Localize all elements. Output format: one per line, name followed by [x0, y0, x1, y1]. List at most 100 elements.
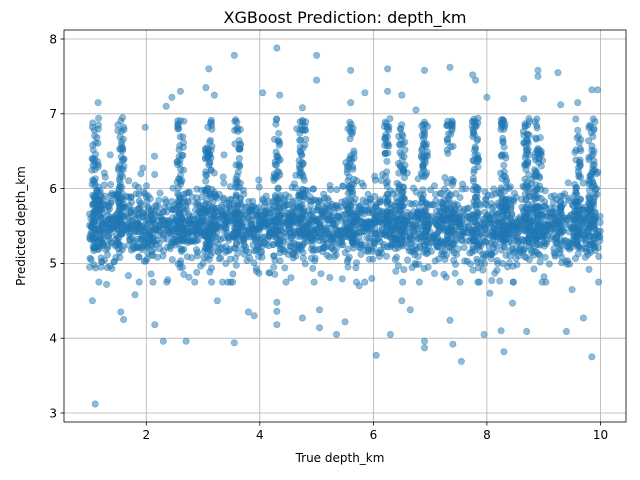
data-point: [397, 136, 405, 144]
data-point: [444, 211, 452, 219]
data-point: [250, 259, 258, 267]
data-point: [273, 173, 281, 181]
data-point: [213, 235, 221, 243]
data-point: [355, 282, 363, 290]
data-point: [298, 208, 306, 216]
data-point: [334, 213, 342, 221]
data-point: [399, 278, 407, 286]
data-point: [596, 219, 604, 227]
data-point: [159, 337, 167, 345]
data-point: [409, 184, 417, 192]
data-point: [153, 236, 161, 244]
data-point: [384, 87, 392, 95]
data-point: [418, 147, 426, 155]
data-point: [562, 258, 570, 266]
data-point: [534, 148, 542, 156]
data-point: [372, 351, 380, 359]
data-point: [350, 241, 358, 249]
data-point: [116, 254, 124, 262]
data-point: [410, 251, 418, 259]
data-point: [533, 241, 541, 249]
data-point: [199, 259, 207, 267]
data-point: [521, 226, 529, 234]
data-point: [187, 237, 195, 245]
data-point: [93, 233, 101, 241]
y-axis-label: Predicted depth_km: [14, 166, 28, 286]
data-point: [585, 156, 593, 164]
data-point: [178, 215, 186, 223]
data-point: [101, 192, 109, 200]
data-point: [128, 206, 136, 214]
data-point: [315, 196, 323, 204]
data-point: [141, 190, 149, 198]
data-point: [273, 321, 281, 329]
data-point: [296, 191, 304, 199]
data-point: [124, 272, 132, 280]
data-point: [572, 189, 580, 197]
data-point: [131, 291, 139, 299]
data-point: [502, 224, 510, 232]
data-point: [420, 344, 428, 352]
data-point: [574, 99, 582, 107]
data-point: [182, 337, 190, 345]
data-point: [91, 217, 99, 225]
data-point: [386, 243, 394, 251]
data-point: [214, 216, 222, 224]
data-point: [207, 251, 215, 259]
data-point: [550, 214, 558, 222]
data-point: [500, 244, 508, 252]
data-point: [361, 278, 369, 286]
data-point: [414, 208, 422, 216]
data-point: [208, 203, 216, 211]
data-point: [233, 207, 241, 215]
data-point: [568, 286, 576, 294]
data-point: [408, 235, 416, 243]
data-point: [230, 51, 238, 59]
data-point: [125, 229, 133, 237]
data-point: [562, 327, 570, 335]
data-point: [174, 120, 182, 128]
x-axis-label: True depth_km: [295, 451, 385, 465]
data-point: [574, 244, 582, 252]
data-point: [515, 252, 523, 260]
data-point: [206, 160, 214, 168]
data-point: [202, 240, 210, 248]
data-point: [120, 162, 128, 170]
data-point: [93, 211, 101, 219]
data-point: [481, 252, 489, 260]
data-point: [448, 226, 456, 234]
data-point: [320, 190, 328, 198]
data-point: [412, 106, 420, 114]
data-point: [284, 212, 292, 220]
data-point: [253, 267, 261, 275]
y-tick-label: 4: [49, 332, 57, 346]
data-point: [542, 278, 550, 286]
data-point: [371, 176, 379, 184]
data-point: [233, 179, 241, 187]
data-point: [129, 243, 137, 251]
data-point: [258, 243, 266, 251]
data-point: [313, 246, 321, 254]
data-point: [166, 227, 174, 235]
data-point: [107, 181, 115, 189]
data-point: [161, 196, 169, 204]
data-point: [579, 179, 587, 187]
data-point: [208, 125, 216, 133]
data-point: [127, 193, 135, 201]
data-point: [522, 204, 530, 212]
data-point: [398, 297, 406, 305]
y-tick-label: 8: [49, 32, 57, 46]
data-point: [271, 158, 279, 166]
data-point: [554, 69, 562, 77]
data-point: [461, 223, 469, 231]
data-point: [474, 216, 482, 224]
data-point: [119, 114, 127, 122]
data-point: [347, 66, 355, 74]
data-point: [191, 278, 199, 286]
data-point: [332, 245, 340, 253]
data-point: [394, 262, 402, 270]
data-point: [512, 236, 520, 244]
data-point: [194, 198, 202, 206]
data-point: [86, 263, 94, 271]
data-point: [563, 216, 571, 224]
